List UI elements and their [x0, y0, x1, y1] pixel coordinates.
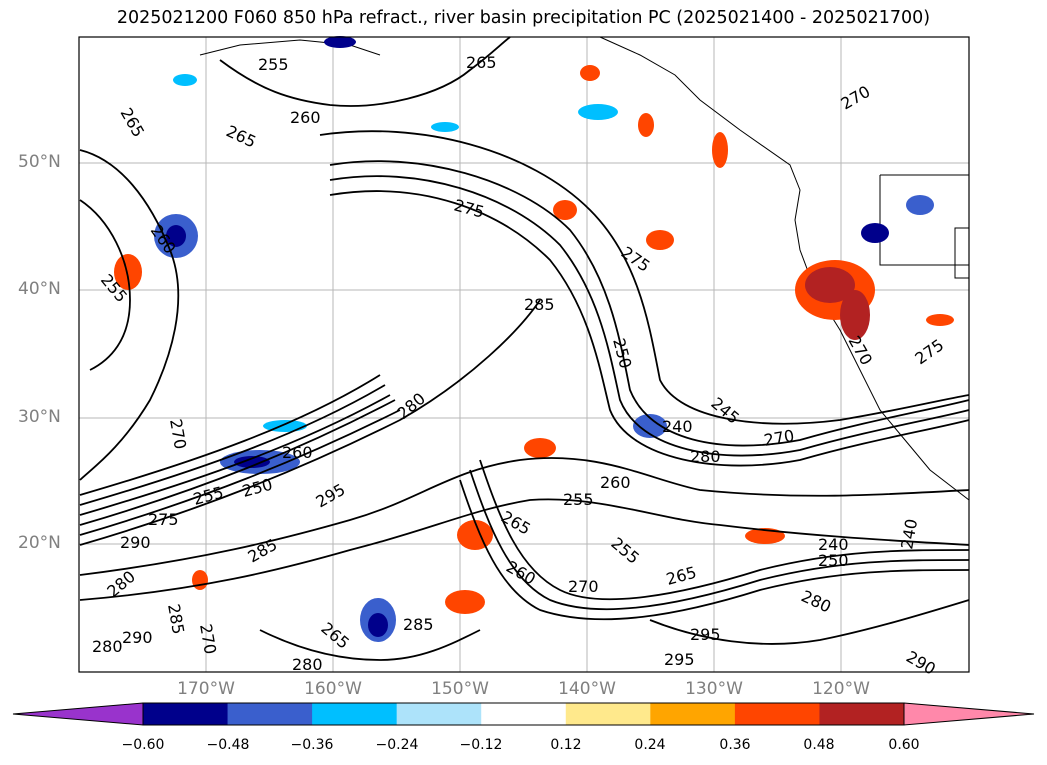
colorbar-segment: [312, 703, 398, 725]
contour-label: 275: [911, 335, 947, 368]
lon-label-130: 130°W: [685, 679, 743, 699]
lat-label-50: 50°N: [18, 152, 61, 172]
colorbar-tick: −0.36: [290, 737, 334, 753]
contour-label: 295: [313, 480, 349, 512]
contour-label: 265: [317, 619, 353, 653]
contour-label: 285: [403, 615, 434, 634]
contour-label: 280: [690, 447, 721, 466]
colorbar-tick: −0.48: [206, 737, 250, 753]
contour-label: 265: [466, 53, 497, 72]
contour-label: 260: [282, 443, 313, 462]
contour-label: 295: [690, 625, 721, 644]
colorbar-segment: [227, 703, 313, 725]
colorbar-tick: −0.12: [459, 737, 503, 753]
contour-label: 285: [164, 602, 188, 635]
contour-label: 255: [607, 534, 643, 568]
colorbar-tick: 0.60: [888, 737, 920, 753]
contour-label: 295: [664, 650, 695, 669]
contour-label: 265: [117, 105, 149, 141]
lat-label-40: 40°N: [18, 279, 61, 299]
contour-label: 240: [897, 517, 921, 550]
colorbar-segment: [143, 703, 229, 725]
contour-label: 260: [290, 108, 321, 127]
contour-label: 260: [600, 473, 631, 492]
coastlines: [199, 36, 970, 501]
colorbar-segment: [734, 703, 820, 725]
colorbar-tick: −0.60: [121, 737, 165, 753]
colorbar-segment: [565, 703, 651, 725]
contour-label: 280: [92, 637, 123, 656]
lon-label-120: 120°W: [812, 679, 870, 699]
contour-label: 270: [568, 577, 599, 596]
contour-labels: 255 265 260 265 265 275 260 255 285 250 …: [92, 53, 947, 679]
lat-label-20: 20°N: [18, 533, 61, 553]
contour-label: 255: [258, 55, 289, 74]
contour-label: 270: [762, 426, 795, 450]
colorbar-extend-low: [12, 702, 144, 726]
contour-label: 275: [618, 243, 654, 276]
map-title: 2025021200 F060 850 hPa refract., river …: [116, 8, 931, 28]
contour-label: 275: [452, 196, 486, 222]
lon-label-140: 140°W: [558, 679, 616, 699]
colorbar-segment: [819, 703, 905, 725]
contour-label: 265: [664, 563, 698, 589]
colorbar-tick: −0.24: [375, 737, 419, 753]
contour-label: 290: [122, 628, 153, 647]
colorbar-tick: 0.24: [634, 737, 666, 753]
colorbar-segment: [650, 703, 736, 725]
contour-label: 280: [798, 586, 834, 616]
contour-label: 270: [838, 82, 874, 114]
contour-label: 280: [292, 655, 323, 674]
contour-label: 270: [166, 417, 190, 450]
contour-label: 265: [498, 507, 534, 539]
contour-label: 240: [818, 535, 849, 554]
contour-label: 250: [818, 551, 849, 570]
colorbar-tick: 0.36: [719, 737, 751, 753]
contour-label: 255: [563, 490, 594, 509]
contour-label: 275: [148, 510, 179, 529]
lon-label-170: 170°W: [177, 679, 235, 699]
contour-label: 240: [662, 417, 693, 436]
colorbar-tick: 0.48: [803, 737, 835, 753]
contour-label: 285: [524, 295, 555, 314]
contour-label: 265: [223, 121, 259, 151]
colorbar-extend-high: [903, 702, 1035, 726]
contour-label: 290: [903, 647, 939, 679]
contour-label: 245: [707, 394, 743, 428]
colorbar-segment: [396, 703, 482, 725]
contour-label: 270: [196, 622, 220, 655]
lon-label-150: 150°W: [431, 679, 489, 699]
colorbar-segment: [481, 703, 567, 725]
colorbar-tick: 0.12: [550, 737, 582, 753]
lon-label-160: 160°W: [304, 679, 362, 699]
lat-label-30: 30°N: [18, 407, 61, 427]
colorbar: [12, 702, 1035, 726]
contour-label: 290: [120, 533, 151, 552]
refractivity-contours: [79, 36, 970, 661]
